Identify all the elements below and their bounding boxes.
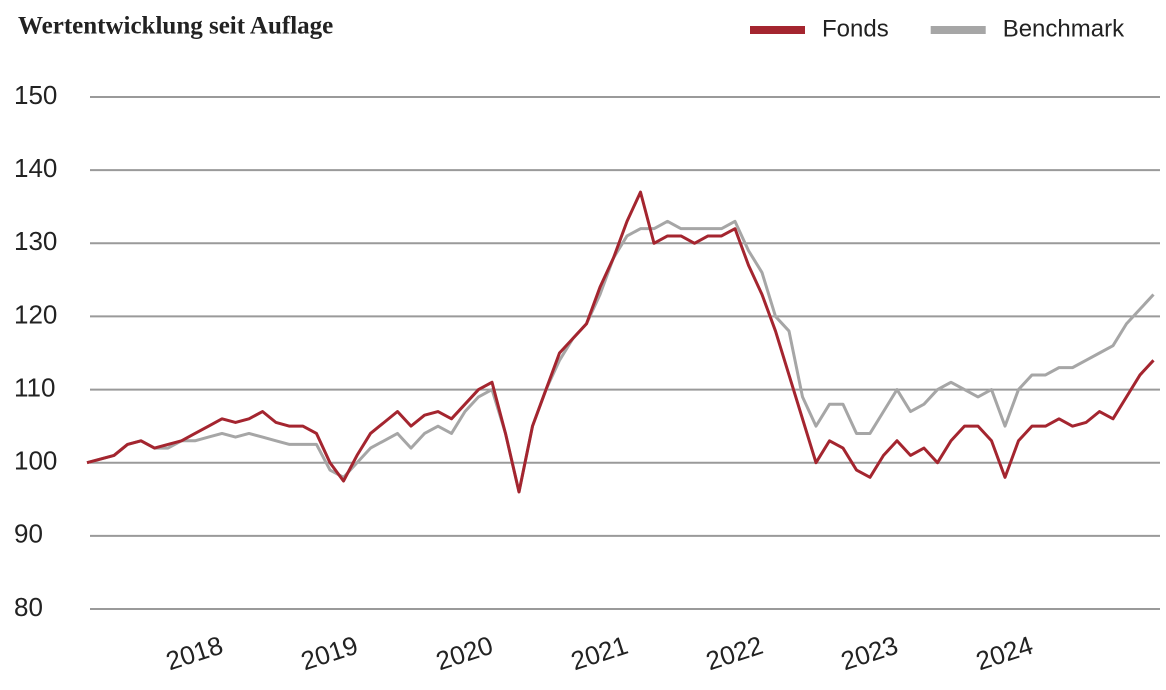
x-tick-label: 2024 bbox=[972, 630, 1036, 676]
legend-label: Benchmark bbox=[1003, 15, 1125, 42]
x-tick-label: 2023 bbox=[837, 630, 901, 676]
legend-label: Fonds bbox=[822, 15, 889, 42]
y-tick-label: 140 bbox=[14, 153, 57, 183]
y-tick-label: 150 bbox=[14, 80, 57, 110]
data-line bbox=[86, 190, 1155, 494]
y-tick-label: 110 bbox=[14, 372, 55, 402]
x-tick-label: 2020 bbox=[432, 630, 496, 676]
chart-title: Wertentwicklung seit Auflage bbox=[18, 13, 333, 40]
x-tick-label: 2019 bbox=[297, 630, 361, 676]
y-tick-label: 80 bbox=[14, 592, 43, 622]
x-tick-label: 2018 bbox=[162, 630, 226, 676]
y-tick-label: 90 bbox=[14, 519, 43, 549]
y-tick-label: 100 bbox=[14, 446, 57, 476]
x-tick-label: 2021 bbox=[567, 630, 631, 676]
data-line bbox=[86, 219, 1155, 494]
y-tick-label: 130 bbox=[14, 226, 57, 256]
x-tick-label: 2022 bbox=[702, 630, 766, 676]
y-tick-label: 120 bbox=[14, 299, 57, 329]
